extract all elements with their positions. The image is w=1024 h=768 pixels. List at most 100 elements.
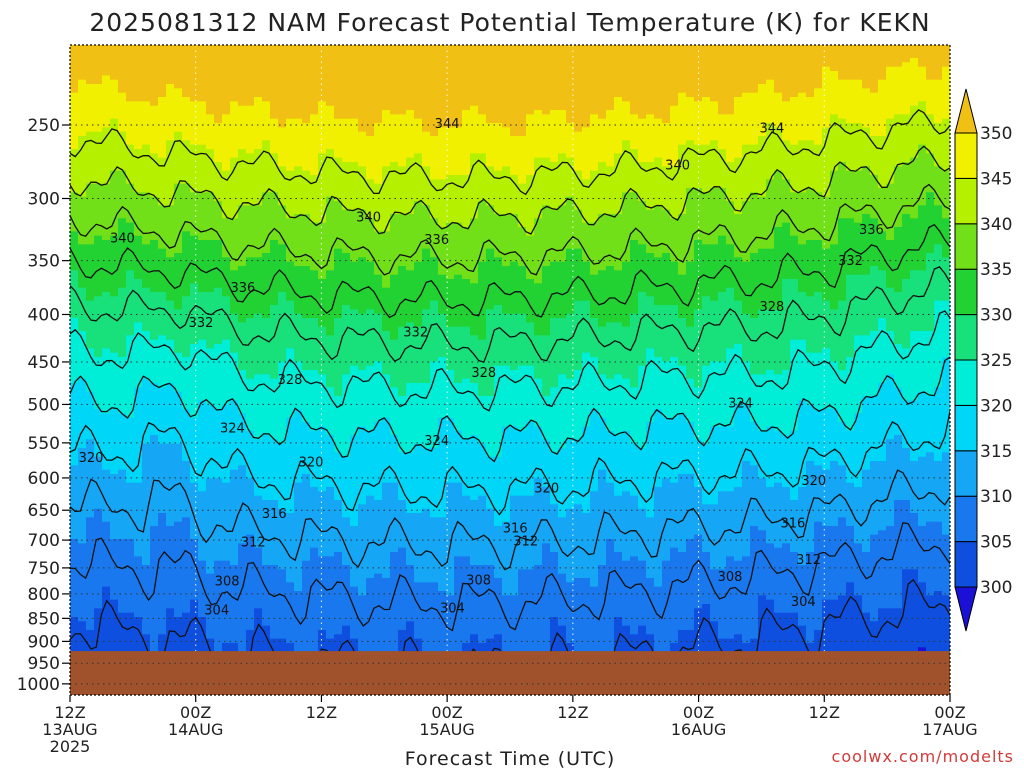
fill-cell xyxy=(286,45,295,120)
fill-cell xyxy=(902,448,911,501)
fill-cell xyxy=(766,45,775,81)
contour-label: 312 xyxy=(513,535,538,550)
fill-cell xyxy=(918,456,927,527)
contour-label: 320 xyxy=(534,481,559,496)
fill-cell xyxy=(582,513,591,579)
fill-cell xyxy=(358,45,367,133)
fill-cell xyxy=(774,127,783,172)
fill-cell xyxy=(918,582,927,648)
fill-cell xyxy=(390,435,399,484)
fill-cell xyxy=(286,513,295,583)
fill-cell xyxy=(534,478,543,566)
fill-cell xyxy=(366,136,375,180)
fill-cell xyxy=(558,110,567,154)
contour-label: 316 xyxy=(262,507,287,522)
fill-cell xyxy=(478,565,487,644)
fill-cell xyxy=(502,266,511,315)
fill-cell xyxy=(446,326,455,371)
fill-cell xyxy=(590,45,599,115)
y-tick-label: 400 xyxy=(28,306,60,326)
fill-cell xyxy=(430,300,439,362)
fill-cell xyxy=(606,539,615,657)
fill-cell xyxy=(686,97,695,141)
fill-cell xyxy=(278,244,287,293)
fill-cell xyxy=(838,465,847,518)
fill-cell xyxy=(150,196,159,241)
contour-label: 336 xyxy=(424,233,449,248)
fill-cell xyxy=(494,305,503,367)
fill-cell xyxy=(526,279,535,323)
fill-cell xyxy=(366,309,375,367)
fill-cell xyxy=(702,97,711,146)
fill-cell xyxy=(766,179,775,250)
fill-cell xyxy=(718,188,727,237)
contour-label: 340 xyxy=(110,232,135,247)
fill-cell xyxy=(230,101,239,159)
fill-cell xyxy=(894,387,903,436)
fill-cell xyxy=(102,75,111,128)
fill-cell xyxy=(838,422,847,466)
fill-cell xyxy=(406,383,415,453)
fill-cell xyxy=(158,443,167,514)
fill-cell xyxy=(758,45,767,85)
fill-cell xyxy=(230,157,239,219)
fill-cell xyxy=(830,361,839,410)
fill-cell xyxy=(134,387,143,484)
fill-cell xyxy=(870,534,879,622)
fill-cell xyxy=(494,578,503,635)
contour-label: 328 xyxy=(471,366,496,381)
fill-cell xyxy=(910,569,919,661)
fill-cell xyxy=(350,209,359,263)
fill-cell xyxy=(406,565,415,622)
fill-cell xyxy=(622,261,631,328)
fill-cell xyxy=(790,552,799,614)
fill-cell xyxy=(638,365,647,449)
y-tick-label: 450 xyxy=(28,353,60,373)
fill-cell xyxy=(462,110,471,176)
fill-cell xyxy=(86,348,95,393)
fill-cell xyxy=(414,201,423,263)
fill-cell xyxy=(78,196,87,245)
fill-cell xyxy=(270,45,279,120)
colorbar-top-arrow xyxy=(954,88,978,134)
fill-cell xyxy=(766,309,775,371)
fill-cell xyxy=(374,361,383,423)
fill-cell xyxy=(934,461,943,523)
fill-cell xyxy=(118,357,127,414)
fill-cell xyxy=(942,257,950,302)
contour-label: 324 xyxy=(728,396,753,411)
fill-cell xyxy=(878,79,887,137)
fill-cell xyxy=(502,214,511,267)
fill-cell xyxy=(542,205,551,267)
fill-cell xyxy=(190,417,199,484)
fill-cell xyxy=(270,192,279,241)
fill-cell xyxy=(270,118,279,154)
fill-cell xyxy=(86,391,95,440)
fill-cell xyxy=(214,287,223,345)
fill-cell xyxy=(454,175,463,224)
fill-cell xyxy=(454,127,463,176)
fill-cell xyxy=(766,123,775,180)
fill-cell xyxy=(430,582,439,653)
fill-cell xyxy=(702,604,711,695)
fill-cell xyxy=(454,222,463,276)
fill-cell xyxy=(142,287,151,332)
fill-cell xyxy=(142,144,151,193)
fill-cell xyxy=(318,153,327,224)
fill-cell xyxy=(926,253,935,332)
contour-label: 332 xyxy=(403,326,428,341)
fill-cell xyxy=(622,45,631,102)
fill-cell xyxy=(422,166,431,206)
fill-cell xyxy=(478,495,487,566)
fill-cell xyxy=(934,45,943,81)
fill-cell xyxy=(446,45,455,128)
fill-cell xyxy=(518,183,527,228)
fill-cell xyxy=(446,175,455,224)
fill-cell xyxy=(430,218,439,258)
fill-cell xyxy=(566,439,575,510)
fill-cell xyxy=(750,374,759,423)
fill-cell xyxy=(854,79,863,124)
fill-cell xyxy=(558,45,567,111)
fill-cell xyxy=(446,482,455,596)
fill-cell xyxy=(470,153,479,219)
